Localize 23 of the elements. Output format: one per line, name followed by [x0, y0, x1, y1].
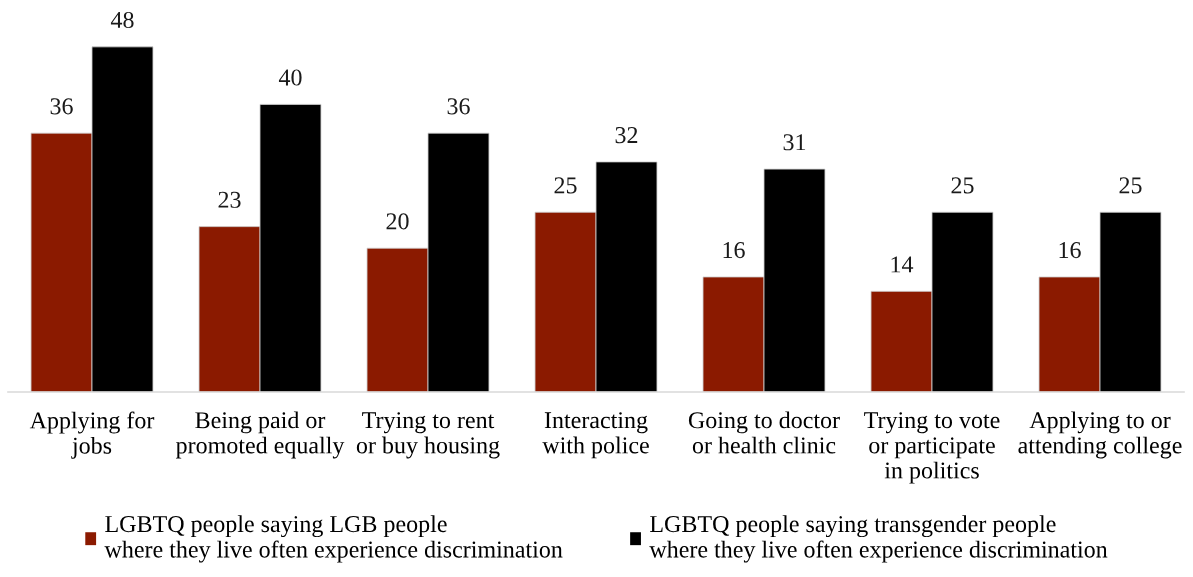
x-tick-label: Interacting with police: [542, 412, 649, 459]
data-label: 36: [50, 98, 73, 115]
legend-label: LGBTQ people saying LGB people where they live often experience discrimination: [104, 515, 563, 563]
data-label: 25: [951, 177, 974, 194]
data-label: 20: [386, 213, 409, 230]
legend-label: LGBTQ people saying transgender people where they live often experience discrimination: [649, 515, 1108, 563]
data-label: 16: [1059, 242, 1081, 259]
x-tick-label: Trying to rent or buy housing: [356, 412, 500, 459]
data-label: 25: [1119, 177, 1142, 194]
x-tick-label: Applying for jobs: [29, 411, 155, 459]
data-label: 32: [615, 126, 638, 144]
data-label: 25: [554, 177, 577, 194]
x-tick-label: Applying to or attending college: [1018, 411, 1182, 459]
data-label: 23: [218, 191, 241, 208]
data-label: 48: [110, 11, 134, 29]
x-tick-label: Going to doctor or health clinic: [688, 411, 840, 454]
data-label: 14: [891, 256, 914, 273]
data-label: 36: [447, 98, 470, 115]
x-tick-label: Being paid or promoted equally: [175, 411, 345, 459]
data-label: 40: [278, 69, 302, 86]
x-tick-label: Trying to vote or participate in politics: [864, 412, 1000, 484]
data-label: 16: [723, 242, 745, 259]
data-label: 31: [783, 134, 806, 151]
